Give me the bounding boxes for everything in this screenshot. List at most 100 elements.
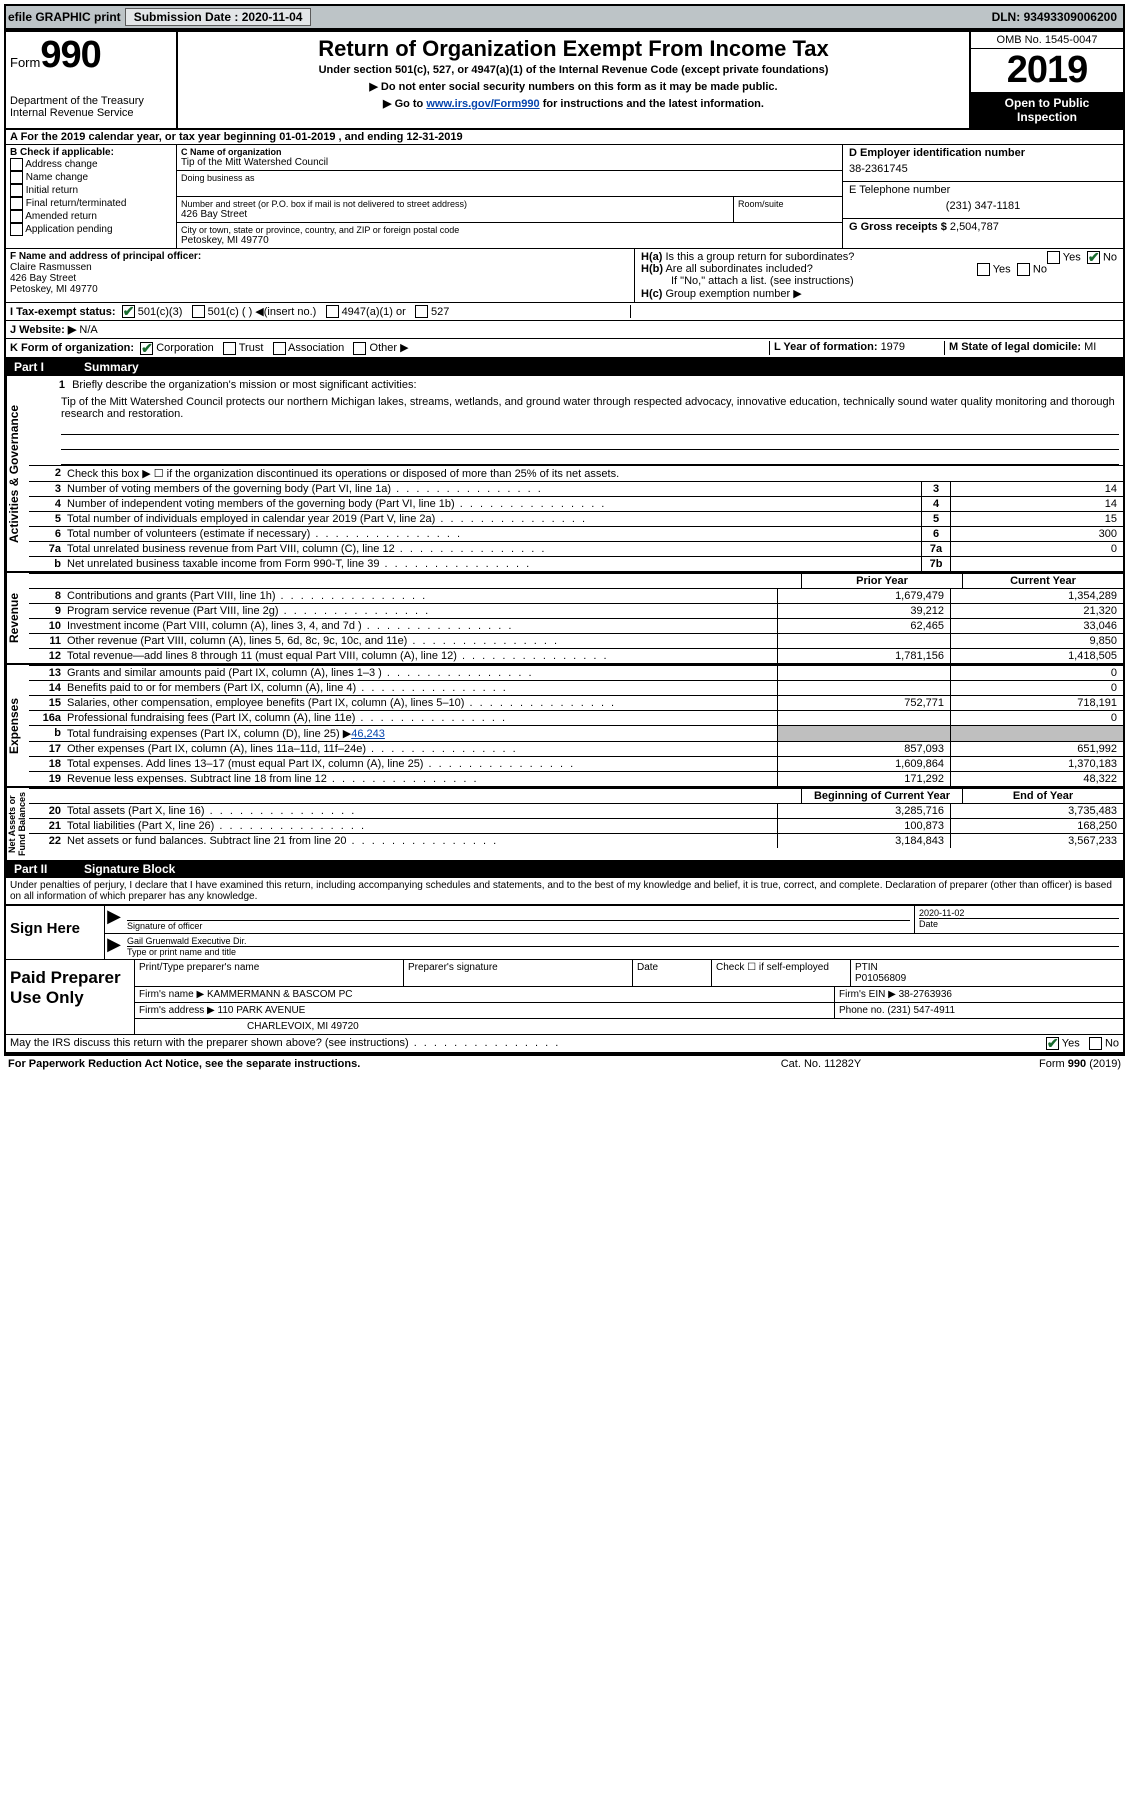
chk-501c[interactable]	[192, 305, 205, 318]
mission: Tip of the Mitt Watershed Council protec…	[29, 394, 1123, 420]
firm-ein: 38-2763936	[899, 989, 952, 1000]
tab-net: Net Assets or Fund Balances	[6, 788, 29, 860]
box-klm: K Form of organization: Corporation Trus…	[6, 339, 1123, 358]
box-c: C Name of organization Tip of the Mitt W…	[177, 145, 842, 248]
col-begin: Beginning of Current Year	[801, 789, 962, 803]
summary-line: 15 Salaries, other compensation, employe…	[29, 695, 1123, 710]
tab-gov: Activities & Governance	[6, 376, 29, 571]
arrow-icon: ▶	[105, 934, 123, 959]
part-ii-header: Part II Signature Block	[6, 860, 1123, 878]
public-inspection: Open to Public Inspection	[971, 93, 1123, 128]
box-f: F Name and address of principal officer:…	[6, 249, 635, 302]
part-i-header: Part I Summary	[6, 358, 1123, 376]
col-end: End of Year	[962, 789, 1123, 803]
summary-line: 10 Investment income (Part VIII, column …	[29, 618, 1123, 633]
officer-name-title: Gail Gruenwald Executive Dir.	[127, 936, 1119, 946]
discuss-yes[interactable]	[1046, 1037, 1059, 1050]
city: Petoskey, MI 49770	[181, 235, 838, 246]
section-revenue: Revenue Prior Year Current Year 8 Contri…	[6, 573, 1123, 665]
box-h: H(a) Is this a group return for subordin…	[635, 249, 1123, 302]
year-formation: 1979	[881, 341, 905, 353]
top-toolbar: efile GRAPHIC print Submission Date : 20…	[4, 4, 1125, 30]
paid-preparer: Paid Preparer Use Only	[6, 960, 135, 1034]
chk-initial[interactable]: Initial return	[10, 184, 172, 197]
chk-assoc[interactable]	[273, 342, 286, 355]
street-row: Number and street (or P.O. box if mail i…	[177, 197, 842, 223]
col-de: D Employer identification number 38-2361…	[842, 145, 1123, 248]
domicile: MI	[1084, 341, 1096, 353]
city-cell: City or town, state or province, country…	[177, 223, 842, 248]
chk-trust[interactable]	[223, 342, 236, 355]
firm-phone: (231) 547-4911	[887, 1005, 955, 1016]
firm-name: KAMMERMANN & BASCOM PC	[207, 989, 353, 1000]
col-prior: Prior Year	[801, 574, 962, 588]
summary-line: 14 Benefits paid to or for members (Part…	[29, 680, 1123, 695]
summary-line: 8 Contributions and grants (Part VIII, l…	[29, 588, 1123, 603]
summary-line: 3 Number of voting members of the govern…	[29, 481, 1123, 496]
chk-527[interactable]	[415, 305, 428, 318]
box-b-title: B Check if applicable:	[10, 147, 172, 158]
irs-link[interactable]: www.irs.gov/Form990	[426, 98, 539, 110]
summary-line: 22 Net assets or fund balances. Subtract…	[29, 833, 1123, 848]
submission-date-btn[interactable]: Submission Date : 2020-11-04	[125, 8, 312, 26]
box-b: B Check if applicable: Address change Na…	[6, 145, 177, 248]
ein: 38-2361745	[849, 159, 1117, 179]
section-expenses: Expenses 13 Grants and similar amounts p…	[6, 665, 1123, 788]
org-name: Tip of the Mitt Watershed Council	[181, 157, 838, 168]
summary-line: 4 Number of independent voting members o…	[29, 496, 1123, 511]
summary-line: 19 Revenue less expenses. Subtract line …	[29, 771, 1123, 786]
dba-cell: Doing business as	[177, 171, 842, 197]
sig-date: 2020-11-02	[919, 908, 1119, 918]
fundraising-link[interactable]: 46,243	[351, 728, 385, 740]
summary-line: 11 Other revenue (Part VIII, column (A),…	[29, 633, 1123, 648]
dln: DLN: 93493309006200	[992, 10, 1121, 24]
arrow-icon: ▶	[105, 906, 123, 933]
chk-amended[interactable]: Amended return	[10, 210, 172, 223]
discuss-no[interactable]	[1089, 1037, 1102, 1050]
ha-yes[interactable]	[1047, 251, 1060, 264]
box-g: G Gross receipts $ 2,504,787	[843, 219, 1123, 235]
box-i: I Tax-exempt status: 501(c)(3) 501(c) ( …	[6, 303, 1123, 322]
chk-other[interactable]	[353, 342, 366, 355]
summary-line: 9 Program service revenue (Part VIII, li…	[29, 603, 1123, 618]
org-name-cell: C Name of organization Tip of the Mitt W…	[177, 145, 842, 171]
penalties-text: Under penalties of perjury, I declare th…	[6, 878, 1123, 904]
chk-501c3[interactable]	[122, 305, 135, 318]
summary-line: 17 Other expenses (Part IX, column (A), …	[29, 741, 1123, 756]
tab-exp: Expenses	[6, 665, 29, 786]
box-e: E Telephone number (231) 347-1181	[843, 182, 1123, 219]
dept: Department of the Treasury Internal Reve…	[10, 95, 172, 119]
chk-final[interactable]: Final return/terminated	[10, 197, 172, 210]
summary-line: 5 Total number of individuals employed i…	[29, 511, 1123, 526]
summary-line: 12 Total revenue—add lines 8 through 11 …	[29, 648, 1123, 663]
subtitle-1: Under section 501(c), 527, or 4947(a)(1)…	[184, 64, 963, 76]
paid-preparer-block: Paid Preparer Use Only Print/Type prepar…	[6, 959, 1123, 1034]
chk-pending[interactable]: Application pending	[10, 223, 172, 236]
form-header: Form990 Department of the Treasury Inter…	[6, 32, 1123, 130]
hb-yes[interactable]	[977, 263, 990, 276]
summary-line: 18 Total expenses. Add lines 13–17 (must…	[29, 756, 1123, 771]
firm-addr1: 110 PARK AVENUE	[218, 1005, 306, 1016]
street: 426 Bay Street	[181, 209, 729, 220]
chk-address[interactable]: Address change	[10, 158, 172, 171]
tab-rev: Revenue	[6, 573, 29, 663]
phone: (231) 347-1181	[849, 196, 1117, 216]
chk-corp[interactable]	[140, 342, 153, 355]
efile-label: efile GRAPHIC print	[8, 10, 121, 24]
summary-line: b Net unrelated business taxable income …	[29, 556, 1123, 571]
sign-here: Sign Here	[6, 906, 105, 959]
box-d: D Employer identification number 38-2361…	[843, 145, 1123, 182]
section-fh: F Name and address of principal officer:…	[6, 249, 1123, 303]
summary-line: 7a Total unrelated business revenue from…	[29, 541, 1123, 556]
summary-line: 16a Professional fundraising fees (Part …	[29, 710, 1123, 725]
subtitle-3: ▶ Go to www.irs.gov/Form990 for instruct…	[184, 97, 963, 110]
hb-no[interactable]	[1017, 263, 1030, 276]
ptin: P01056809	[855, 973, 1119, 984]
chk-name[interactable]: Name change	[10, 171, 172, 184]
ha-no[interactable]	[1087, 251, 1100, 264]
col-current: Current Year	[962, 574, 1123, 588]
summary-line: 13 Grants and similar amounts paid (Part…	[29, 665, 1123, 680]
form-title: Return of Organization Exempt From Incom…	[184, 36, 963, 62]
chk-4947[interactable]	[326, 305, 339, 318]
website: N/A	[79, 324, 97, 336]
